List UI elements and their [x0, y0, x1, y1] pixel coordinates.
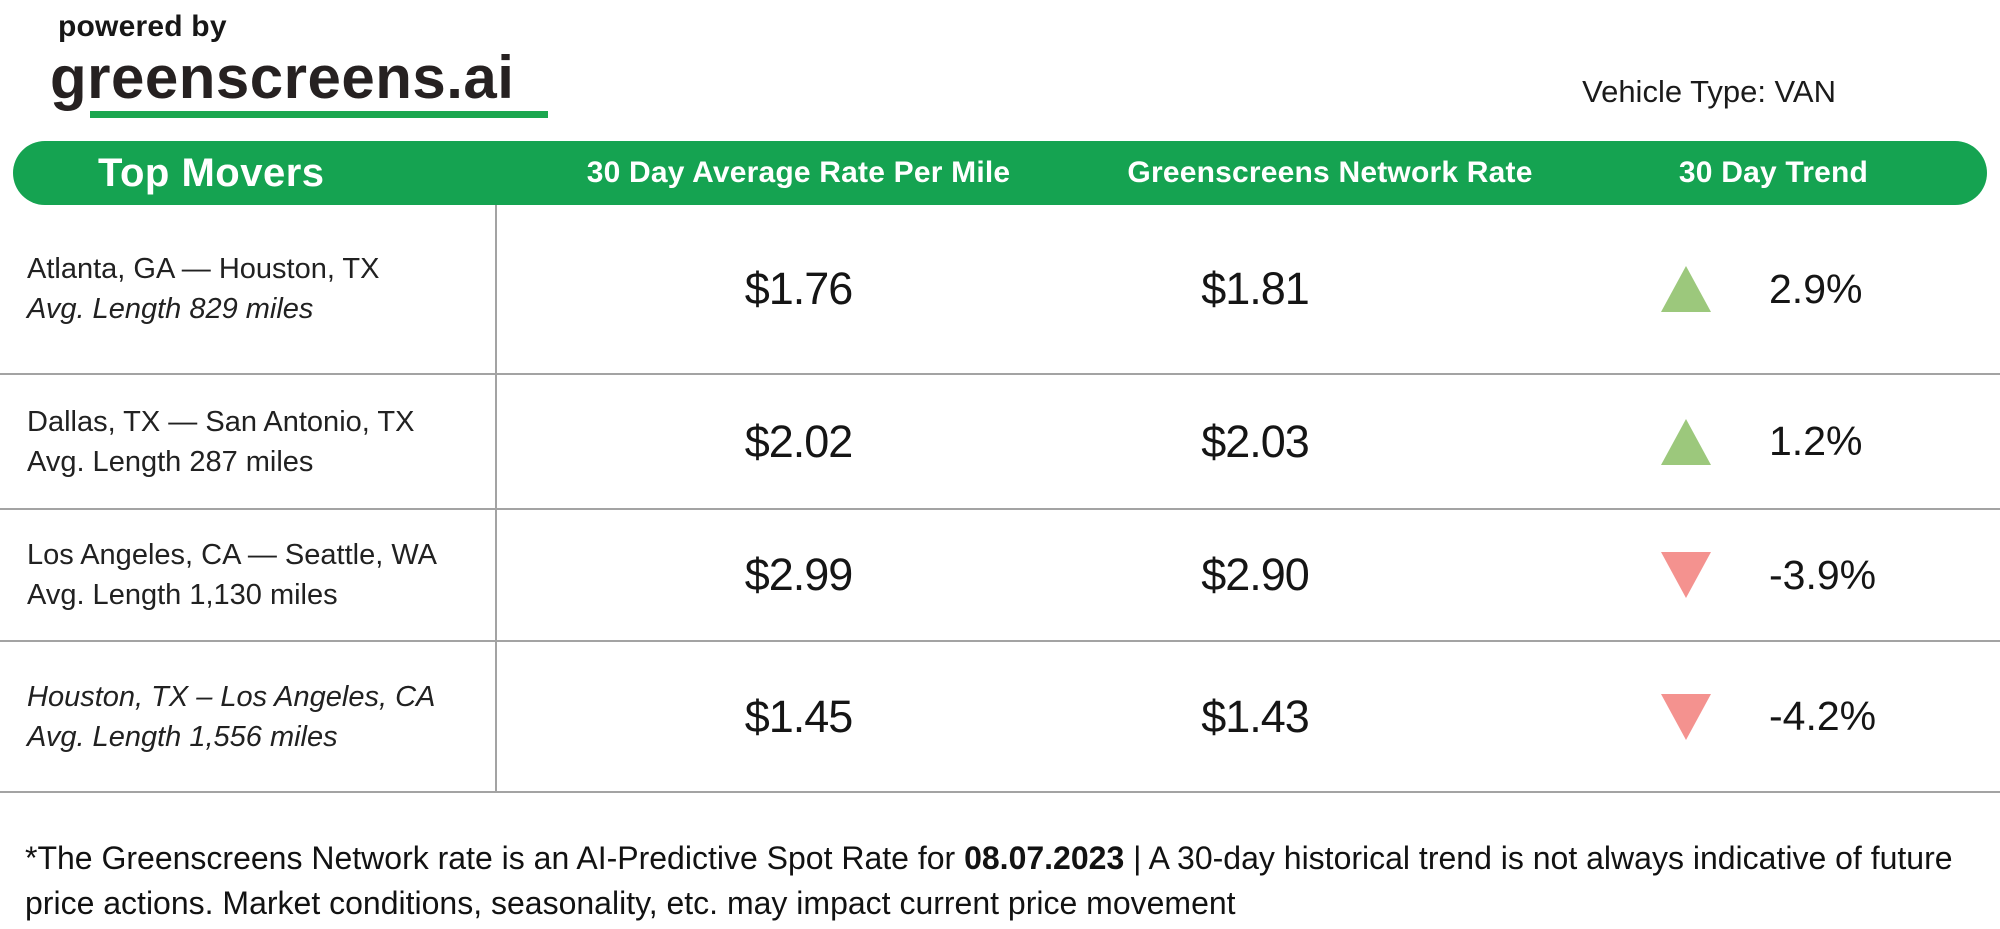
- lane-avg-length: Avg. Length 1,556 miles: [27, 720, 338, 753]
- lane-avg-length: Avg. Length 1,130 miles: [27, 579, 338, 611]
- vehicle-type-label: Vehicle Type: VAN: [1582, 74, 1836, 109]
- powered-by-text: powered by: [58, 10, 227, 43]
- network-rate-value: $1.43: [1201, 690, 1310, 742]
- lane-name: Dallas, TX — San Antonio, TX: [27, 405, 415, 438]
- brand-wordmark: greenscreens.ai: [50, 44, 515, 111]
- avg-rate-value: $2.99: [744, 549, 854, 600]
- lane-avg-length: Avg. Length 829 miles: [27, 293, 314, 325]
- avg-rate-value: $1.76: [744, 263, 854, 314]
- trend-value: -4.2%: [1769, 693, 1877, 739]
- trend-value: 2.9%: [1769, 265, 1863, 312]
- top-movers-table: Atlanta, GA — Houston, TX Avg. Length 82…: [0, 205, 2000, 793]
- trend-value: -3.9%: [1769, 551, 1877, 598]
- network-rate-value: $2.03: [1201, 415, 1310, 467]
- network-rate-value: $2.90: [1201, 549, 1310, 600]
- trend-cell: -3.9%: [1560, 552, 2000, 599]
- footnote-date: 08.07.2023: [964, 840, 1125, 876]
- trend-cell: 2.9%: [1560, 266, 2000, 313]
- lane-name: Los Angeles, CA — Seattle, WA: [27, 539, 437, 571]
- lane-cell: Houston, TX – Los Angeles, CA Avg. Lengt…: [0, 642, 497, 791]
- lane-cell: Dallas, TX — San Antonio, TX Avg. Length…: [0, 375, 497, 508]
- lane-cell: Los Angeles, CA — Seattle, WA Avg. Lengt…: [0, 510, 497, 640]
- footnote-suffix: | A 30-day historical trend is not alway…: [25, 840, 1953, 921]
- trend-down-icon: [1661, 693, 1711, 740]
- network-rate-value: $1.81: [1201, 263, 1310, 314]
- trend-cell: 1.2%: [1560, 418, 2000, 465]
- lane-cell: Atlanta, GA — Houston, TX Avg. Length 82…: [0, 205, 497, 373]
- greenscreens-logo: powered by greenscreens.ai: [50, 10, 548, 118]
- lane-name: Houston, TX – Los Angeles, CA: [27, 680, 436, 713]
- lane-avg-length: Avg. Length 287 miles: [27, 445, 314, 478]
- table-row: Los Angeles, CA — Seattle, WA Avg. Lengt…: [0, 510, 2000, 642]
- avg-rate-value: $1.45: [744, 690, 854, 742]
- trend-cell: -4.2%: [1560, 693, 2000, 740]
- table-row: Houston, TX – Los Angeles, CA Avg. Lengt…: [0, 642, 2000, 793]
- header-col-network-rate: Greenscreens Network Rate: [1127, 156, 1533, 189]
- header-col-trend: 30 Day Trend: [1678, 156, 1869, 189]
- footnote: *The Greenscreens Network rate is an AI-…: [25, 836, 1970, 926]
- trend-up-icon: [1661, 418, 1711, 465]
- table-title: Top Movers: [98, 150, 325, 195]
- table-header-bar: Top Movers 30 Day Average Rate Per Mile …: [13, 141, 1987, 205]
- trend-value: 1.2%: [1769, 418, 1863, 464]
- brand-underline: [90, 111, 548, 118]
- lane-name: Atlanta, GA — Houston, TX: [27, 253, 380, 285]
- footnote-prefix: *The Greenscreens Network rate is an AI-…: [25, 840, 965, 876]
- header-col-avg-rate: 30 Day Average Rate Per Mile: [586, 156, 1011, 189]
- table-row: Atlanta, GA — Houston, TX Avg. Length 82…: [0, 205, 2000, 375]
- trend-down-icon: [1661, 552, 1711, 598]
- trend-up-icon: [1661, 266, 1711, 312]
- table-row: Dallas, TX — San Antonio, TX Avg. Length…: [0, 375, 2000, 510]
- avg-rate-value: $2.02: [744, 415, 854, 467]
